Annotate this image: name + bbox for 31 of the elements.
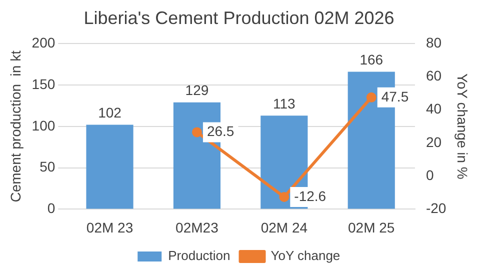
point (279, 192, 290, 202)
y2-tick-label: 40 (426, 100, 442, 117)
data-label: 26.5 (206, 123, 234, 140)
y2-tick-label: 0 (426, 166, 434, 183)
x-tick-label: 02M 25 (348, 219, 395, 236)
y2-tick-label: 60 (426, 68, 442, 84)
y-tick-label: 150 (32, 76, 56, 92)
data-label: 129 (185, 82, 209, 98)
y-tick-label: 0 (47, 200, 56, 216)
data-label: 113 (273, 95, 296, 112)
chart-title: Liberia's Cement Production 02M 2026 (84, 8, 394, 28)
y-tick-label: 100 (32, 117, 56, 134)
point (366, 92, 376, 102)
y-tick-label: 50 (40, 158, 56, 175)
data-label: 102 (98, 104, 122, 121)
y2-axis-title: YoY change in % (454, 73, 471, 180)
data-label: 47.5 (381, 88, 409, 104)
legend-label: YoY change (270, 248, 340, 264)
x-tick-label: 02M23 (176, 219, 219, 236)
y2-tick-label: 20 (426, 134, 442, 150)
y2-tick-label: -20 (426, 200, 446, 216)
point (192, 127, 202, 138)
legend-label: Production (168, 248, 230, 264)
y2-tick-label: 80 (426, 34, 442, 50)
data-label: -12.6 (294, 188, 326, 204)
y-axis-title: Cement production in kt (7, 50, 24, 202)
bar (86, 124, 134, 209)
x-tick-label: 02M 23 (86, 219, 134, 236)
data-label: 166 (360, 52, 384, 68)
y-tick-label: 200 (32, 34, 56, 50)
x-tick-label: 02M 24 (260, 219, 308, 236)
